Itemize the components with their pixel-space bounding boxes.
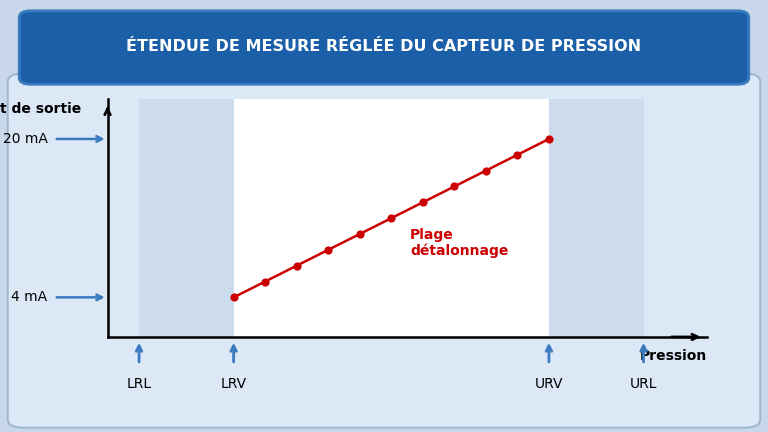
Point — [543, 136, 555, 143]
Text: LRV: LRV — [220, 377, 247, 391]
Text: ÉTENDUE DE MESURE RÉGLÉE DU CAPTEUR DE PRESSION: ÉTENDUE DE MESURE RÉGLÉE DU CAPTEUR DE P… — [127, 39, 641, 54]
Bar — [233, 99, 549, 337]
Point — [417, 199, 429, 206]
Point — [385, 215, 397, 222]
Bar — [139, 99, 233, 337]
Point — [353, 231, 366, 238]
Text: 4 mA: 4 mA — [12, 290, 48, 305]
Point — [259, 278, 271, 285]
Point — [290, 262, 303, 269]
Point — [322, 246, 334, 253]
Text: Pression: Pression — [639, 349, 707, 363]
Text: LRL: LRL — [127, 377, 151, 391]
Text: 20 mA: 20 mA — [3, 132, 48, 146]
FancyBboxPatch shape — [8, 73, 760, 428]
Point — [227, 294, 240, 301]
Point — [511, 151, 524, 158]
Point — [480, 167, 492, 174]
Text: URL: URL — [630, 377, 657, 391]
FancyBboxPatch shape — [19, 11, 749, 84]
Bar — [549, 99, 644, 337]
Text: Plage
détalonnage: Plage détalonnage — [410, 228, 508, 258]
Text: Courant de sortie: Courant de sortie — [0, 102, 81, 116]
Text: URV: URV — [535, 377, 563, 391]
Point — [449, 183, 461, 190]
